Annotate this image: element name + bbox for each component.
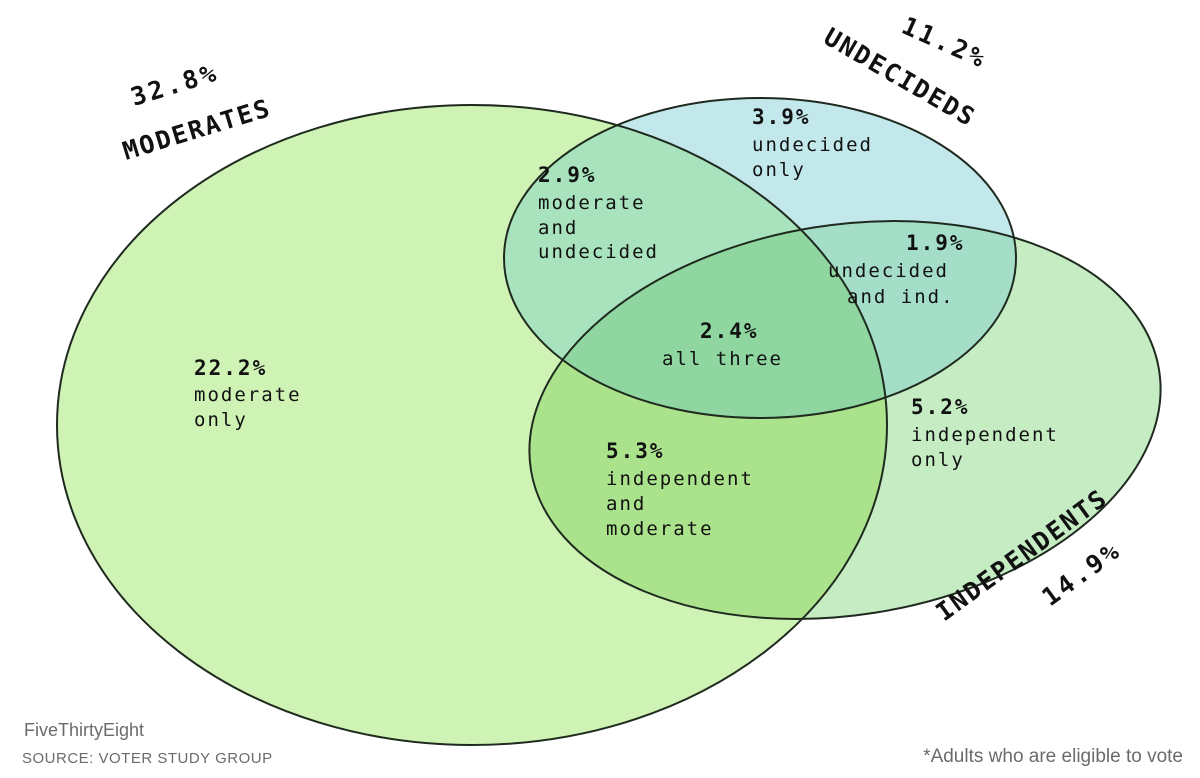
region-label: moderate xyxy=(538,192,646,214)
region-value: 5.2% xyxy=(911,395,970,419)
region-label: only xyxy=(194,409,248,431)
region-label: independent xyxy=(606,468,754,490)
region-value: 5.3% xyxy=(606,439,665,463)
region-label: moderate xyxy=(606,518,714,540)
region-label: and xyxy=(538,217,578,239)
region-label: undecided xyxy=(828,260,949,282)
source-note: SOURCE: VOTER STUDY GROUP xyxy=(22,750,273,767)
region-label: moderate xyxy=(194,384,302,406)
brand-logo: FiveThirtyEight xyxy=(24,720,144,740)
region-moderate-only: 22.2% moderate only xyxy=(194,356,302,431)
region-label: and xyxy=(606,493,646,515)
region-label: and ind. xyxy=(847,286,955,308)
region-label: independent xyxy=(911,424,1059,446)
moderates-header: 32.8% MODERATES xyxy=(119,58,274,166)
region-label: only xyxy=(752,159,806,181)
region-independent-and-moderate: 5.3% independent and moderate xyxy=(606,439,754,540)
region-label: undecided xyxy=(538,241,659,263)
all-three-overlap xyxy=(529,221,887,418)
undecideds-percent: 11.2% xyxy=(898,11,992,74)
region-label: only xyxy=(911,449,965,471)
region-independent-only: 5.2% independent only xyxy=(911,395,1059,471)
footnote: *Adults who are eligible to vote xyxy=(923,746,1183,767)
region-value: 2.4% xyxy=(700,319,759,343)
moderates-percent: 32.8% xyxy=(127,58,222,112)
region-value: 2.9% xyxy=(538,163,597,187)
region-value: 1.9% xyxy=(906,231,965,255)
region-label: all three xyxy=(662,348,783,370)
region-value: 22.2% xyxy=(194,356,267,380)
region-moderate-and-undecided: 2.9% moderate and undecided xyxy=(538,163,659,263)
region-all-three: 2.4% all three xyxy=(662,319,783,370)
region-undecided-only: 3.9% undecided only xyxy=(752,105,873,181)
region-value: 3.9% xyxy=(752,105,811,129)
region-undecided-and-independent: 1.9% undecided and ind. xyxy=(828,231,965,308)
region-label: undecided xyxy=(752,134,873,156)
